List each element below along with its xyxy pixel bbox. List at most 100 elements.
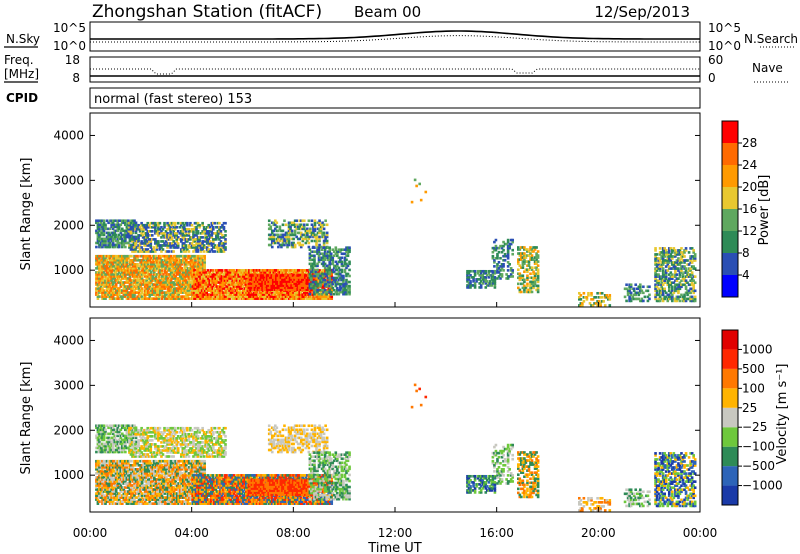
power-cell	[196, 283, 199, 286]
power-cell	[299, 291, 303, 294]
power-cell	[262, 286, 266, 289]
power-cell	[237, 287, 241, 290]
power-cell	[183, 225, 186, 229]
power-cell	[235, 277, 239, 280]
power-cell	[660, 287, 663, 291]
power-cell	[296, 271, 300, 274]
power-cell	[212, 242, 215, 245]
power-cell	[137, 271, 141, 274]
power-cell	[265, 286, 269, 289]
power-cell	[196, 269, 199, 272]
power-cell	[209, 281, 213, 284]
power-cell	[171, 275, 174, 278]
power-cell	[635, 297, 639, 301]
power-cell	[128, 273, 132, 276]
power-cell	[213, 250, 217, 253]
power-cell	[166, 232, 169, 235]
power-cell	[143, 281, 147, 284]
power-cell	[201, 246, 204, 249]
power-cell	[140, 232, 143, 235]
power-cell	[485, 280, 489, 283]
power-cell	[190, 246, 194, 249]
power-cell	[348, 284, 351, 288]
power-cell	[144, 234, 148, 237]
power-cell	[131, 289, 135, 292]
power-cell	[317, 260, 321, 264]
power-cell	[166, 246, 169, 249]
power-cell	[182, 281, 185, 284]
power-cell	[113, 229, 116, 233]
power-cell	[99, 243, 103, 247]
power-cell	[201, 240, 204, 243]
power-cell	[658, 295, 662, 299]
power-cell	[157, 271, 161, 274]
power-cell	[183, 223, 186, 227]
power-cell	[252, 286, 255, 289]
power-cell	[176, 244, 180, 247]
power-cell	[105, 287, 109, 290]
power-cell	[334, 276, 338, 280]
power-cell	[482, 269, 486, 273]
power-cell	[657, 281, 660, 285]
power-cell	[187, 246, 191, 249]
power-cell	[167, 234, 171, 237]
power-cell	[494, 244, 498, 248]
power-cell	[221, 223, 224, 227]
power-cell	[130, 293, 133, 296]
power-cell	[116, 243, 120, 247]
power-cell	[325, 290, 328, 294]
power-cell	[107, 263, 110, 266]
power-cell	[134, 238, 137, 241]
power-cell	[174, 287, 177, 290]
power-cell	[336, 262, 339, 266]
power-cell	[340, 268, 344, 272]
power-cell	[101, 263, 104, 266]
power-cell	[259, 284, 263, 287]
power-cell	[308, 288, 312, 291]
power-cell	[186, 293, 190, 296]
power-cell	[246, 269, 250, 272]
power-cell	[222, 225, 226, 229]
power-cell	[308, 254, 312, 258]
power-cell	[300, 288, 304, 291]
power-cell	[154, 225, 157, 229]
power-cell	[98, 258, 101, 262]
power-cell	[273, 280, 277, 283]
power-cell	[252, 293, 256, 296]
power-cell	[289, 225, 292, 229]
power-cell	[107, 260, 110, 264]
power-cell	[277, 269, 280, 272]
power-cell	[223, 281, 227, 284]
power-cell	[99, 245, 103, 249]
power-cell	[229, 283, 233, 286]
power-cell	[111, 254, 115, 258]
power-cell	[197, 273, 201, 276]
power-cell	[499, 277, 502, 280]
power-cell	[240, 277, 244, 280]
power-cell	[283, 237, 286, 241]
power-cell	[131, 238, 134, 241]
power-cell	[192, 258, 196, 262]
power-cell	[190, 242, 194, 245]
power-cell	[168, 281, 171, 284]
power-cell	[146, 244, 150, 247]
power-cell	[162, 260, 165, 264]
power-cell	[117, 287, 121, 290]
power-cell	[214, 289, 218, 292]
power-cell	[663, 247, 666, 250]
power-cell	[270, 241, 274, 245]
power-cell	[214, 295, 218, 298]
power-cell	[129, 227, 133, 231]
power-cell	[104, 269, 107, 272]
power-cell	[121, 260, 124, 264]
power-cell	[197, 258, 200, 262]
power-cell	[288, 274, 292, 277]
power-cell	[219, 248, 223, 251]
power-cell	[327, 287, 330, 290]
power-cell	[174, 275, 177, 278]
power-cell	[122, 258, 126, 262]
power-cell	[325, 274, 328, 278]
power-cell	[116, 260, 120, 264]
power-cell	[171, 285, 174, 288]
power-cell	[255, 282, 258, 285]
